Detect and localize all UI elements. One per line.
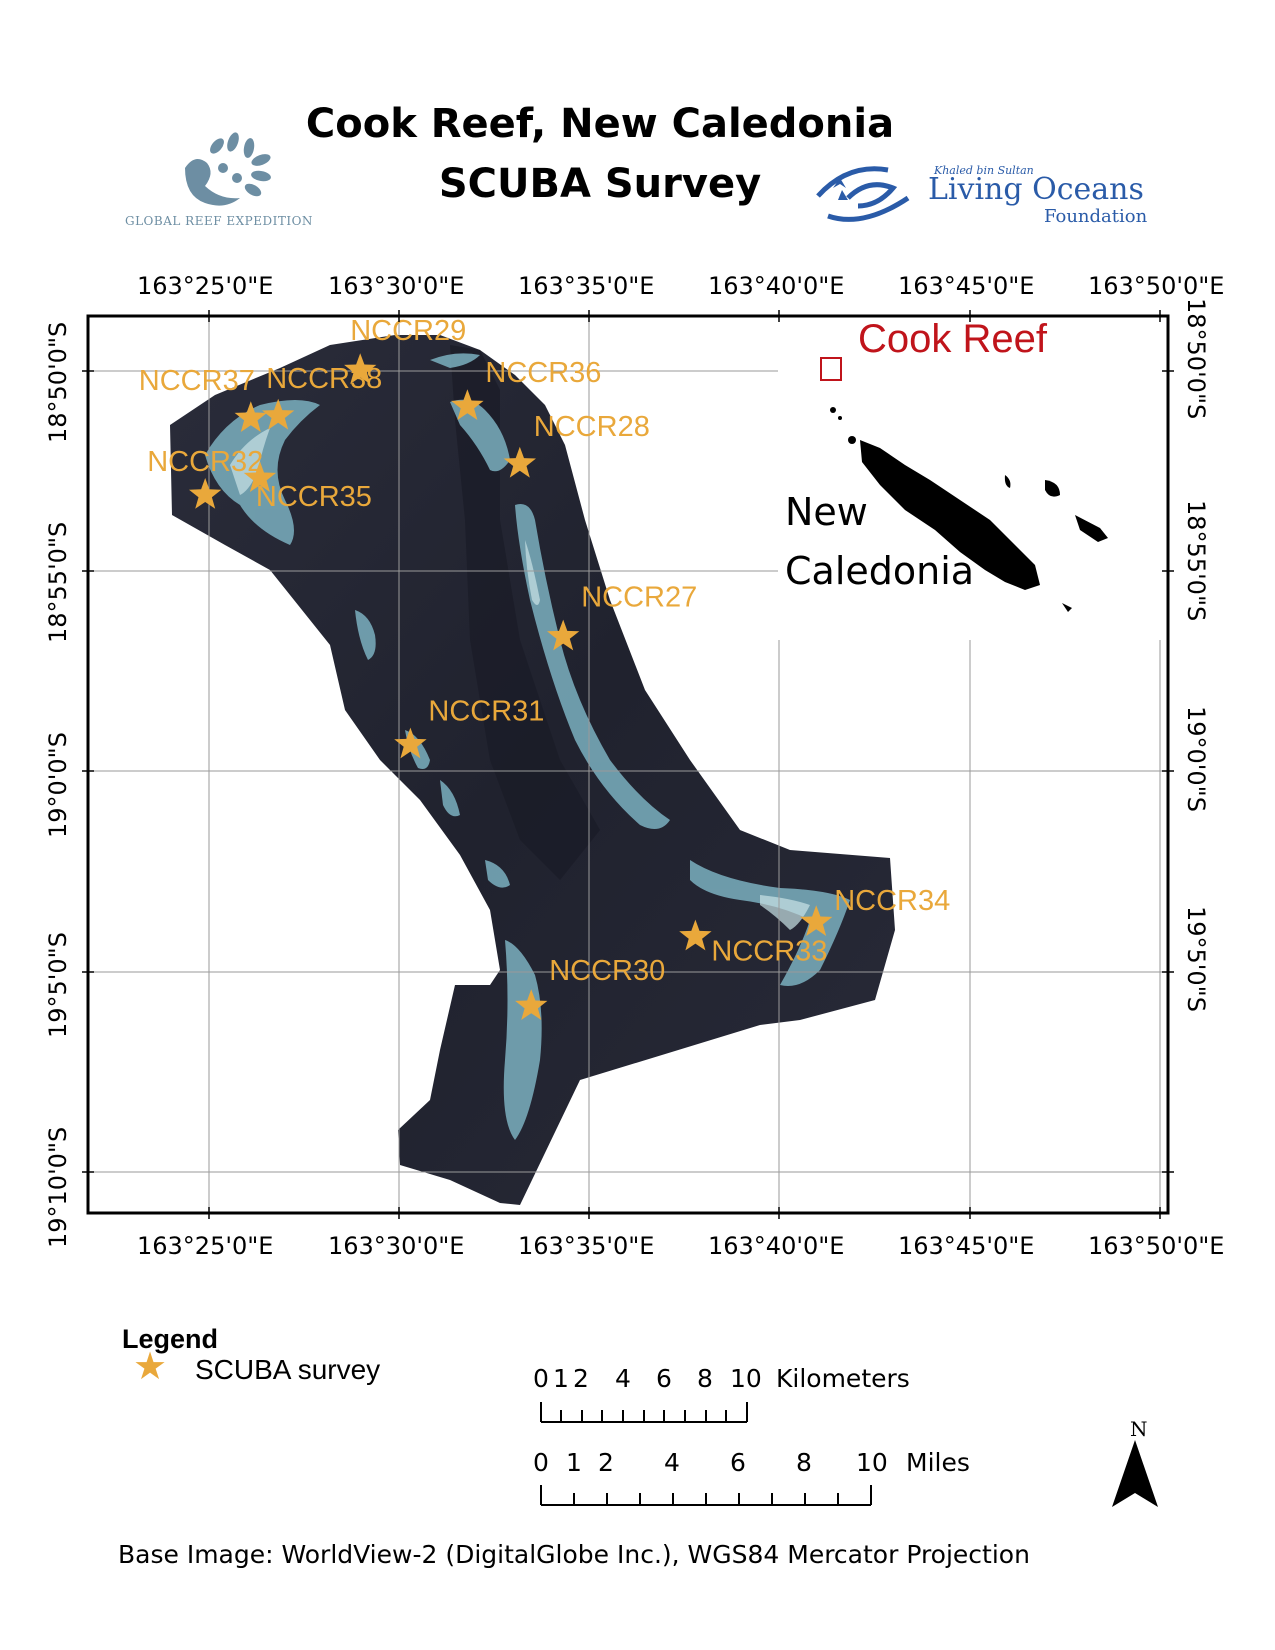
inset-country-label-line1: New xyxy=(785,490,868,534)
survey-site-marker-nccr28 xyxy=(503,446,536,478)
scale-mi-2: 2 xyxy=(598,1448,614,1477)
scale-mi-8: 8 xyxy=(796,1448,812,1477)
x-tick-bottom-1: 163°25'0"E xyxy=(137,1232,274,1260)
legend-title: Legend xyxy=(122,1324,219,1354)
x-tick-bottom-4: 163°40'0"E xyxy=(708,1232,845,1260)
x-tick-bottom-3: 163°35'0"E xyxy=(518,1232,655,1260)
scale-mi-1: 1 xyxy=(566,1448,582,1477)
y-tick-left-4: 19°5'0"S xyxy=(44,932,72,1038)
survey-site-marker-nccr38 xyxy=(262,398,295,430)
scale-km-2: 2 xyxy=(573,1364,589,1393)
y-tick-left-5: 19°10'0"S xyxy=(44,1126,72,1248)
scale-km-1: 1 xyxy=(553,1364,569,1393)
survey-site-marker-nccr30 xyxy=(515,989,548,1020)
survey-site-label-nccr30: NCCR30 xyxy=(549,955,665,987)
survey-site-label-nccr31: NCCR31 xyxy=(428,696,544,728)
x-tick-top-6: 163°50'0"E xyxy=(1088,272,1225,300)
survey-site-label-nccr38: NCCR38 xyxy=(266,363,382,395)
living-oceans-logo: Khaled bin Sultan Living Oceans Foundati… xyxy=(808,158,1168,238)
x-tick-top-3: 163°35'0"E xyxy=(518,272,655,300)
y-tick-right-2: 18°55'0"S xyxy=(1182,500,1210,622)
survey-site-marker-nccr35 xyxy=(243,461,277,492)
inset-map: Cook Reef New Caledonia xyxy=(778,317,1166,640)
survey-site-label-nccr32: NCCR32 xyxy=(147,446,263,478)
y-tick-left-1: 18°50'0"S xyxy=(44,321,72,443)
y-tick-right-1: 18°50'0"S xyxy=(1182,298,1210,420)
survey-site-marker-nccr29 xyxy=(344,353,377,384)
logo-left-text: GLOBAL REEF EXPEDITION xyxy=(125,214,313,228)
survey-site-marker-nccr32 xyxy=(189,478,222,509)
global-reef-expedition-logo: GLOBAL REEF EXPEDITION xyxy=(125,128,325,238)
scale-km-10: 10 xyxy=(730,1364,762,1393)
scale-bar-km xyxy=(540,1402,748,1423)
x-tick-top-2: 163°30'0"E xyxy=(328,272,465,300)
inset-cook-reef-label: Cook Reef xyxy=(858,317,1048,361)
survey-site-label-nccr36: NCCR36 xyxy=(485,357,601,389)
logo-right-foundation: Foundation xyxy=(1044,206,1148,227)
x-tick-top-4: 163°40'0"E xyxy=(708,272,845,300)
y-tick-right-3: 19°0'0"S xyxy=(1182,706,1210,812)
survey-site-label-nccr34: NCCR34 xyxy=(834,885,950,917)
scale-bar-miles xyxy=(540,1485,872,1506)
legend-scuba-label: SCUBA survey xyxy=(195,1354,381,1385)
y-tick-right-4: 19°5'0"S xyxy=(1182,906,1210,1012)
scale-km-6: 6 xyxy=(656,1364,672,1393)
map-title: Cook Reef, New Caledonia xyxy=(305,101,895,147)
survey-site-marker-nccr33 xyxy=(679,919,712,951)
survey-site-marker-nccr27 xyxy=(547,619,580,651)
survey-site-label-nccr28: NCCR28 xyxy=(534,411,650,443)
survey-site-label-nccr29: NCCR29 xyxy=(350,315,466,347)
survey-site-label-nccr35: NCCR35 xyxy=(256,481,372,513)
survey-site-label-nccr33: NCCR33 xyxy=(711,936,827,968)
x-tick-top-1: 163°25'0"E xyxy=(137,272,274,300)
scale-mi-0: 0 xyxy=(533,1448,549,1477)
scale-mi-6: 6 xyxy=(730,1448,746,1477)
north-arrow-icon xyxy=(1112,1440,1158,1507)
new-caledonia-shape xyxy=(860,440,1040,590)
star-icon: ★ xyxy=(133,1346,168,1388)
survey-site-marker-nccr34 xyxy=(800,905,833,936)
survey-site-label-nccr37: NCCR37 xyxy=(139,365,255,397)
survey-site-marker-nccr36 xyxy=(451,389,484,420)
survey-site-label-nccr27: NCCR27 xyxy=(581,582,697,614)
scale-mi-10: 10 xyxy=(856,1448,888,1477)
y-tick-left-3: 19°0'0"S xyxy=(44,732,72,838)
survey-site-marker-nccr37 xyxy=(234,401,267,432)
scale-km-8: 8 xyxy=(697,1364,713,1393)
logo-right-main: Living Oceans xyxy=(928,172,1144,207)
scale-km-0: 0 xyxy=(533,1364,549,1393)
scale-km-4: 4 xyxy=(615,1364,631,1393)
y-tick-left-2: 18°55'0"S xyxy=(44,521,72,643)
survey-site-marker-nccr31 xyxy=(394,727,427,759)
inset-country-label-line2: Caledonia xyxy=(785,549,974,593)
x-tick-bottom-6: 163°50'0"E xyxy=(1088,1232,1225,1260)
map-subtitle: SCUBA Survey xyxy=(438,161,762,207)
cook-reef-locator-box xyxy=(820,357,842,381)
x-tick-bottom-5: 163°45'0"E xyxy=(898,1232,1035,1260)
scale-km-unit: Kilometers xyxy=(776,1364,910,1393)
map-frame xyxy=(86,314,1170,1215)
x-tick-bottom-2: 163°30'0"E xyxy=(328,1232,465,1260)
scale-mi-unit: Miles xyxy=(906,1448,970,1477)
logo-right-sub: Khaled bin Sultan xyxy=(934,164,1034,177)
scale-mi-4: 4 xyxy=(664,1448,680,1477)
north-label: N xyxy=(1130,1417,1148,1441)
image-credit: Base Image: WorldView-2 (DigitalGlobe In… xyxy=(118,1540,1030,1569)
x-tick-top-5: 163°45'0"E xyxy=(898,272,1035,300)
